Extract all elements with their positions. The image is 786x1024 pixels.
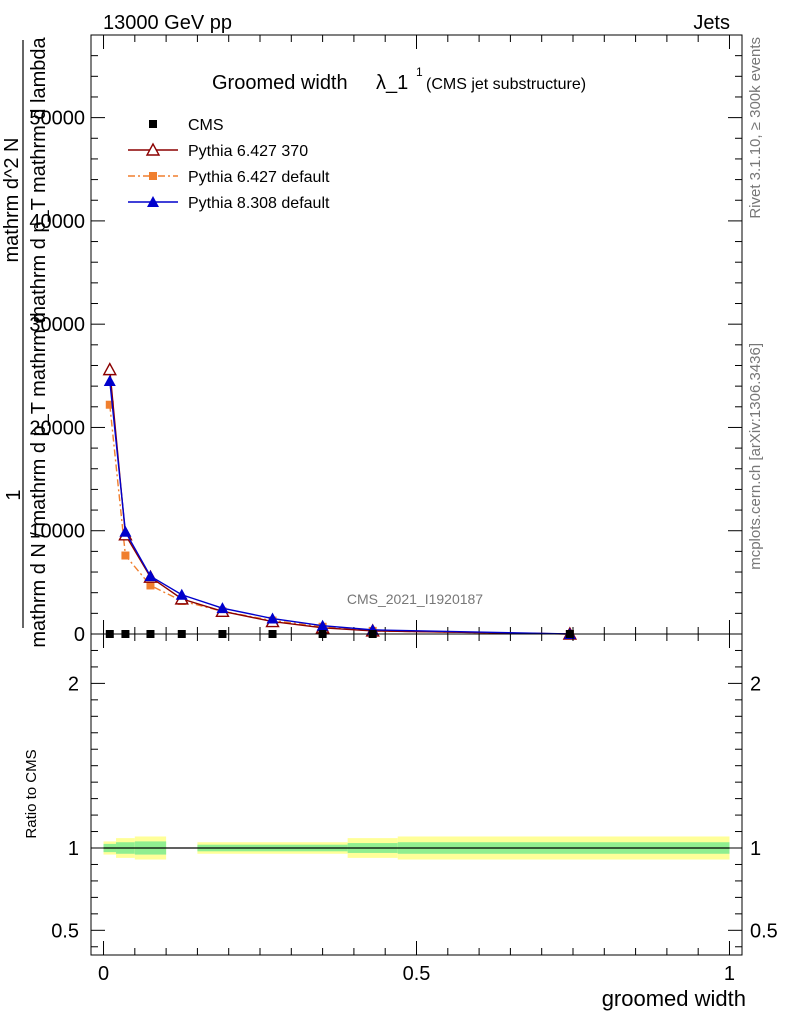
plot-title-suffix: (CMS jet substructure) (426, 76, 586, 93)
ratio-y-tick-label-right: 0.5 (750, 920, 778, 942)
main-series (102, 362, 578, 640)
legend-marker (149, 120, 157, 128)
data-point (216, 602, 229, 614)
plot-title: Groomed width λ_1 1 (CMS jet substructur… (212, 65, 586, 94)
y-title-side: mathrm d^2 N (1, 138, 23, 263)
data-point (146, 581, 155, 590)
ratio-x-ticks: 0 0.5 1 (98, 634, 735, 985)
y-title-denominator: mathrm d N / mathrm d p_T mathrm d (28, 312, 50, 647)
y-title-side2: mathrm d p_T mathrm d lambda (28, 36, 50, 322)
legend-label: Pythia 6.427 370 (188, 143, 308, 160)
legend-label: Pythia 6.427 default (188, 169, 330, 186)
legend-marker (147, 196, 159, 207)
main-y-tick-label: 10000 (29, 521, 85, 543)
mcplots-label: mcplots.cern.ch [arXiv:1306.3436] (747, 343, 764, 570)
data-point (266, 612, 279, 624)
x-tick-label: 0.5 (403, 963, 431, 985)
ratio-y-tick-label: 1 (68, 838, 79, 860)
data-point (119, 525, 132, 537)
legend-marker (145, 142, 161, 156)
ratio-y-tick-label-right: 2 (750, 673, 761, 695)
data-point (105, 400, 114, 409)
main-y-ticks: 0 10000 20000 30000 40000 50000 (29, 34, 742, 646)
y-axis-title-main: 1 mathrm d^2 N mathrm d p_T mathrm d lam… (1, 36, 50, 647)
main-y-tick-label: 50000 (29, 108, 85, 130)
legend-label: CMS (188, 117, 224, 134)
ratio-y-tick-label: 0.5 (51, 920, 79, 942)
series-pythia-8-308-default (103, 374, 576, 639)
data-point (175, 588, 188, 600)
main-y-tick-label: 30000 (29, 314, 85, 336)
ratio-y-tick-label-right: 1 (750, 838, 761, 860)
plot-title-superscript: 1 (416, 65, 423, 79)
plot-title-main: Groomed width (212, 72, 348, 94)
main-y-tick-label: 0 (74, 624, 85, 646)
ratio-y-ticks: 0.5 0.5 1 1 2 2 (51, 649, 778, 948)
x-tick-label: 0 (98, 963, 109, 985)
legend-marker (149, 172, 157, 180)
main-y-tick-label: 20000 (29, 417, 85, 439)
legend-item: Pythia 6.427 370 (128, 142, 308, 160)
ratio-panel-frame (90, 633, 743, 956)
legend: CMS Pythia 6.427 370 Pythia 6.427 default P… (128, 117, 330, 212)
legend-item: CMS (149, 117, 224, 134)
rivet-label: Rivet 3.1.10, ≥ 300k events (747, 37, 764, 219)
data-point (144, 570, 157, 582)
plot-title-symbol: λ_1 (376, 72, 408, 94)
ratio-y-tick-label: 2 (68, 673, 79, 695)
y-title-numerator: 1 (3, 489, 25, 500)
legend-item: Pythia 6.427 default (128, 169, 330, 186)
data-point (121, 551, 130, 560)
series-pythia-6-427-370 (102, 362, 578, 640)
x-tick-label: 1 (724, 963, 735, 985)
legend-item: Pythia 8.308 default (128, 195, 330, 212)
header-energy: 13000 GeV pp (103, 12, 232, 34)
legend-label: Pythia 8.308 default (188, 195, 330, 212)
data-point (316, 619, 329, 631)
data-point (103, 374, 116, 386)
main-y-tick-label: 40000 (29, 211, 85, 233)
analysis-watermark: CMS_2021_I1920187 (347, 591, 483, 607)
data-point (102, 362, 117, 376)
ratio-y-title: Ratio to CMS (23, 749, 40, 838)
x-axis-title: groomed width (602, 986, 746, 1011)
header-category: Jets (693, 12, 730, 34)
